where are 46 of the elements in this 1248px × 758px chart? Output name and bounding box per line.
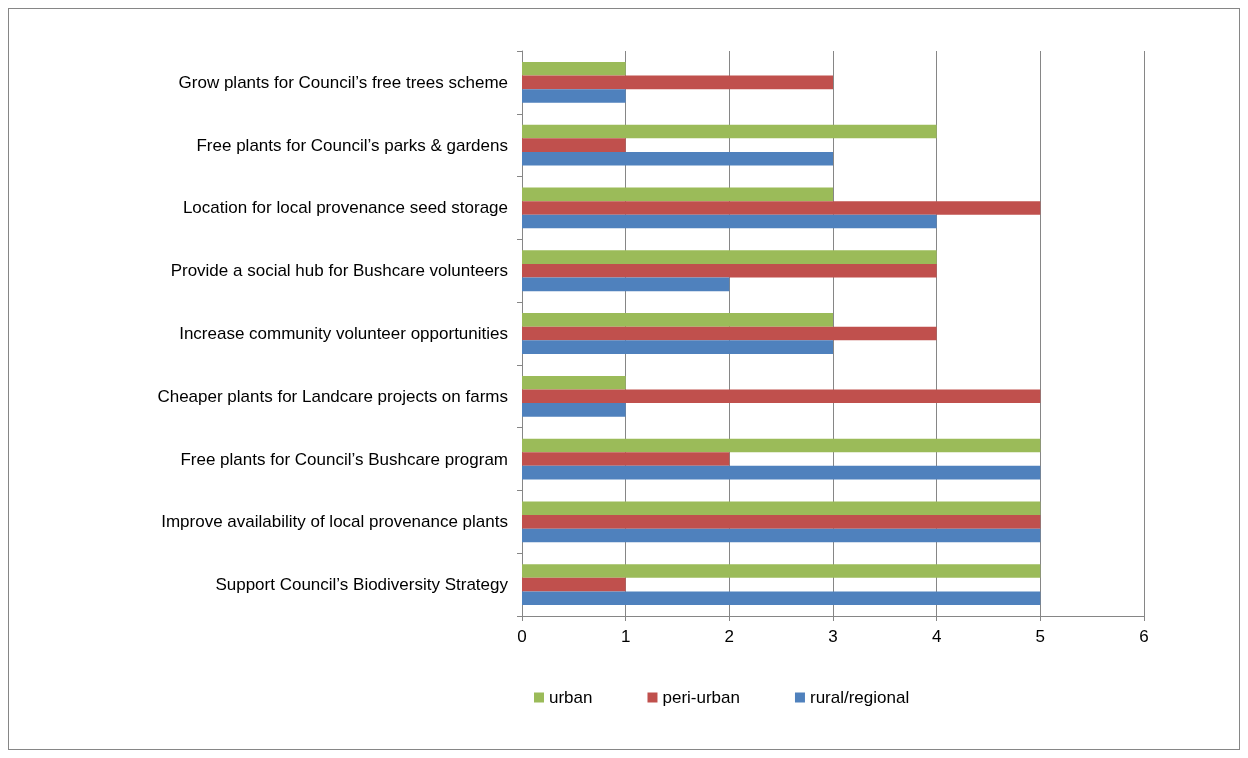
bar — [522, 403, 626, 417]
x-tick-label: 5 — [1035, 627, 1046, 646]
bar — [522, 577, 626, 592]
bar — [522, 151, 833, 166]
bar — [522, 326, 937, 341]
bar — [522, 438, 1041, 453]
bar — [522, 124, 937, 139]
y-tick-label: Free plants for Council’s Bushcare program — [180, 449, 508, 469]
x-tick-label: 4 — [931, 627, 942, 646]
bar — [522, 501, 1041, 516]
legend-label: peri-urban — [662, 688, 740, 707]
bar — [522, 138, 626, 152]
bar — [522, 250, 937, 264]
bar — [522, 375, 626, 390]
y-tick-label: Improve availability of local provenance plants — [161, 512, 508, 532]
bar — [522, 201, 1041, 215]
bar — [522, 277, 730, 292]
bar — [522, 75, 833, 90]
bar — [522, 340, 833, 354]
bar — [522, 89, 626, 103]
y-tick-label: Grow plants for Council’s free trees scheme — [178, 72, 508, 92]
bar — [522, 591, 1041, 606]
bar — [522, 313, 833, 327]
x-tick-label: 3 — [828, 627, 838, 646]
bar — [522, 214, 937, 229]
x-tick-label: 2 — [724, 627, 735, 646]
x-tick-label: 6 — [1139, 627, 1149, 646]
y-tick-label: Cheaper plants for Landcare projects on farms — [157, 386, 508, 406]
bar — [522, 389, 1041, 404]
legend-label: urban — [549, 688, 593, 707]
y-tick-label: Location for local provenance seed storage — [182, 198, 508, 218]
legend-label: rural/regional — [809, 688, 910, 707]
bar — [522, 528, 1041, 543]
bar — [522, 263, 937, 278]
bar — [522, 465, 1041, 480]
y-tick-label: Support Council’s Biodiversity Strategy — [215, 575, 509, 595]
x-tick-label: 1 — [620, 627, 631, 646]
bar — [522, 187, 833, 202]
bar — [522, 452, 730, 466]
y-tick-label: Free plants for Council’s parks & gardens — [196, 135, 508, 155]
x-tick-label: 0 — [517, 627, 527, 646]
bar — [522, 564, 1041, 578]
y-tick-label: Increase community volunteer opportunities — [179, 324, 508, 343]
bar — [522, 61, 626, 76]
bar — [522, 515, 1041, 529]
y-tick-label: Provide a social hub for Bushcare volunteers — [170, 261, 508, 281]
